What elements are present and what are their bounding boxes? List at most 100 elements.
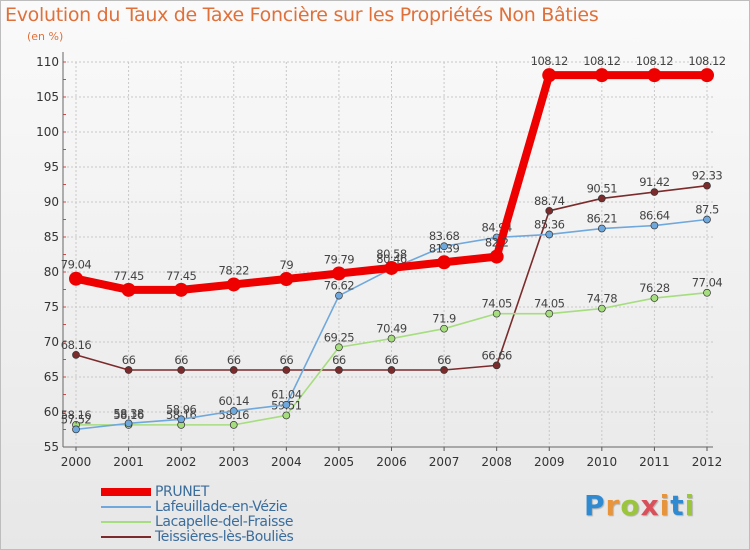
legend-label: Lacapelle-del-Fraisse — [155, 514, 294, 530]
data-point — [700, 68, 714, 83]
data-point — [174, 282, 189, 297]
data-label: 92.33 — [692, 169, 723, 183]
data-point — [650, 294, 659, 302]
data-label: 76.28 — [639, 281, 670, 295]
x-tick-label: 2008 — [481, 455, 512, 469]
data-point — [229, 407, 238, 415]
data-label: 90.51 — [587, 181, 618, 195]
data-point — [545, 230, 554, 239]
y-tick-label: 105 — [36, 90, 59, 104]
y-tick-label: 100 — [36, 125, 59, 139]
data-label: 85.36 — [534, 217, 565, 231]
data-label: 66 — [227, 353, 241, 367]
data-point — [492, 309, 501, 318]
y-tick-label: 70 — [44, 335, 59, 349]
data-label: 58.96 — [166, 402, 197, 416]
y-tick-label: 60 — [44, 405, 59, 419]
data-label: 66 — [437, 353, 451, 367]
data-point — [489, 249, 504, 264]
legend-label: PRUNET — [155, 484, 209, 500]
data-label: 69.25 — [324, 330, 355, 344]
y-tick-label: 75 — [44, 300, 59, 314]
data-label: 108.12 — [583, 54, 620, 68]
legend-swatch — [101, 521, 151, 523]
data-label: 80.58 — [376, 247, 407, 261]
data-point — [331, 266, 346, 281]
x-tick-label: 2003 — [218, 455, 249, 469]
data-point — [542, 68, 557, 83]
data-point — [121, 282, 136, 297]
data-point — [594, 68, 609, 83]
data-label: 76.62 — [324, 279, 355, 293]
data-label: 108.12 — [531, 54, 568, 68]
x-tick-label: 2005 — [324, 455, 355, 469]
data-label: 57.52 — [61, 412, 92, 426]
data-point — [335, 366, 343, 374]
data-point — [492, 361, 501, 370]
line-chart: 55 60 65 70 75 80 85 90 95 100 105 110 2000 2001 2002 2… — [36, 52, 726, 469]
data-point — [650, 221, 659, 230]
data-point — [703, 288, 711, 297]
legend-label: Teissières-lès-Bouliès — [155, 529, 294, 545]
data-point — [335, 291, 343, 300]
y-tick-label: 95 — [44, 160, 59, 174]
data-label: 86.64 — [639, 209, 670, 223]
data-point — [597, 224, 606, 233]
data-point — [282, 400, 291, 409]
x-tick-label: 2002 — [166, 455, 197, 469]
data-point — [384, 260, 399, 275]
data-label: 68.16 — [61, 338, 92, 352]
data-label: 88.74 — [534, 194, 565, 208]
data-label: 66 — [174, 353, 188, 367]
data-point — [282, 366, 291, 374]
data-point — [69, 271, 83, 286]
x-tick-label: 2010 — [587, 455, 618, 469]
legend-swatch — [101, 488, 151, 496]
data-label: 74.05 — [481, 297, 512, 311]
data-label: 66.66 — [481, 348, 512, 362]
x-tick-label: 2011 — [639, 455, 670, 469]
data-label: 70.49 — [376, 322, 407, 336]
y-tick-label: 85 — [44, 230, 59, 244]
data-point — [545, 206, 554, 215]
data-label: 79.79 — [324, 252, 355, 266]
data-label: 81.39 — [429, 241, 460, 255]
x-tick-label: 2000 — [61, 455, 92, 469]
data-label: 83.68 — [429, 229, 460, 243]
data-label: 66 — [332, 353, 346, 367]
data-point — [703, 215, 711, 224]
data-label: 74.78 — [587, 292, 618, 306]
data-point — [177, 366, 186, 374]
data-point — [279, 272, 294, 286]
data-point — [229, 366, 238, 374]
data-point — [177, 415, 186, 424]
data-point — [387, 366, 396, 374]
data-label: 86.21 — [587, 212, 618, 226]
x-tick-label: 2004 — [271, 455, 302, 469]
data-label: 77.45 — [113, 269, 144, 283]
x-tick-label: 2007 — [429, 455, 460, 469]
y-tick-label: 55 — [44, 440, 59, 454]
data-label: 82.2 — [485, 236, 509, 250]
data-point — [440, 366, 448, 374]
data-label: 58.16 — [61, 408, 92, 422]
y-tick-label: 80 — [44, 265, 59, 279]
data-label: 66 — [280, 353, 294, 367]
data-label: 74.05 — [534, 297, 565, 311]
chart-title: Evolution du Taux de Taxe Foncière sur l… — [5, 4, 599, 26]
data-label: 77.04 — [692, 276, 723, 290]
data-label: 91.42 — [639, 175, 670, 189]
data-label: 78.22 — [219, 263, 250, 277]
data-label: 71.9 — [432, 312, 456, 326]
data-point — [597, 304, 606, 313]
x-tick-label: 2012 — [692, 455, 723, 469]
data-label: 87.5 — [695, 203, 719, 217]
data-label: 58.38 — [113, 406, 144, 420]
data-label: 66 — [122, 353, 136, 367]
data-point — [387, 334, 396, 343]
data-point — [124, 366, 133, 374]
data-point — [597, 194, 606, 203]
proxiti-logo: Proxiti — [584, 489, 696, 522]
data-point — [703, 181, 711, 190]
